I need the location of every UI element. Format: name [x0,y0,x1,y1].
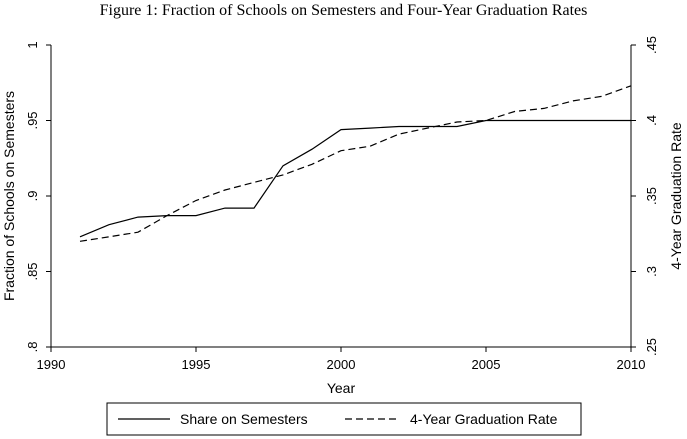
legend-box [106,402,582,436]
y-right-axis-title: 4-Year Graduation Rate [668,122,684,270]
x-tick-label: 2010 [617,357,646,372]
y-right-tick-label: .35 [644,187,659,205]
x-tick-label: 2000 [327,357,356,372]
legend-label-2: 4-Year Graduation Rate [410,411,558,427]
y-left-tick-label: .95 [25,111,40,129]
x-axis-title: Year [327,380,356,396]
x-tick-label: 1995 [182,357,211,372]
legend-label-1: Share on Semesters [180,411,308,427]
y-right-tick-label: .25 [644,338,659,356]
y-left-tick-label: 1 [25,41,40,48]
y-right-tick-label: .45 [644,36,659,54]
y-left-tick-label: .9 [25,191,40,202]
y-right-tick-label: .4 [644,115,659,126]
figure-title: Figure 1: Fraction of Schools on Semeste… [99,2,588,19]
y-left-axis-title: Fraction of Schools on Semesters [1,91,17,301]
y-left-tick-label: .85 [25,262,40,280]
series-line-2 [79,85,632,242]
series-line-1 [79,119,631,238]
x-tick-label: 1990 [37,357,66,372]
x-tick-label: 2005 [472,357,501,372]
y-right-tick-label: .3 [644,266,659,277]
y-left-tick-label: .8 [25,342,40,353]
